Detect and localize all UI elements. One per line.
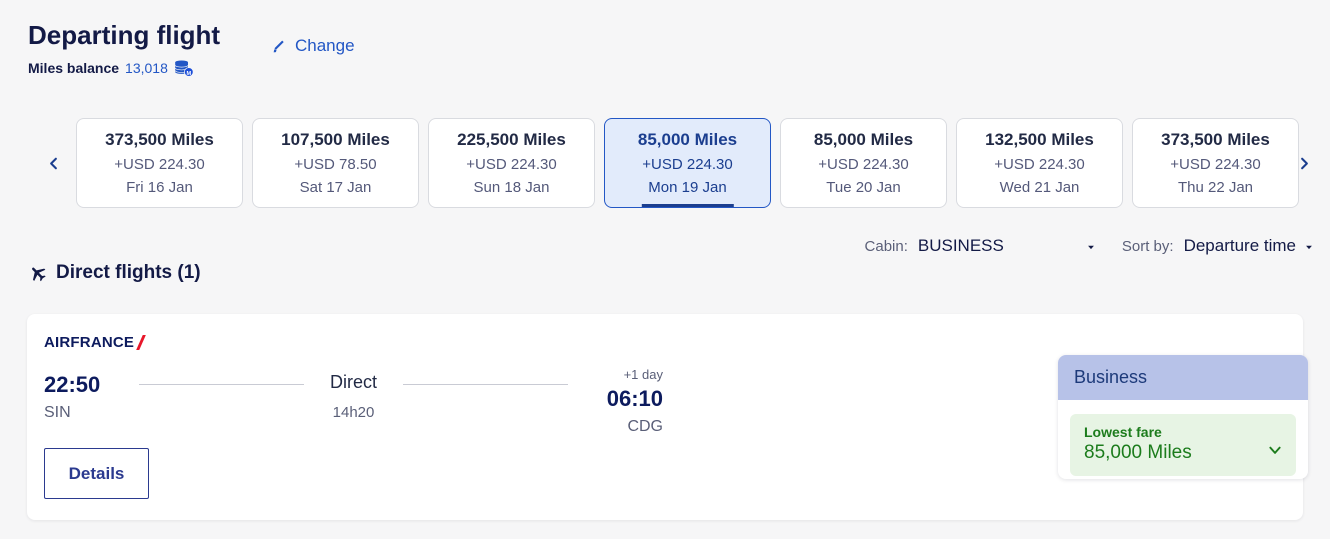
- svg-text:M: M: [186, 71, 191, 76]
